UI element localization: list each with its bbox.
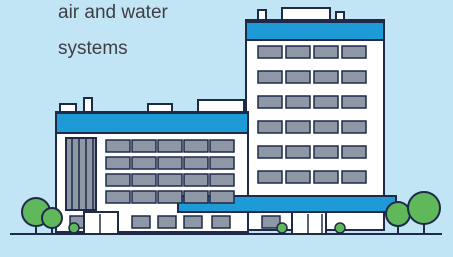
window [210,140,234,152]
window [314,46,338,58]
page: air and water systems [0,0,453,257]
tree [386,202,410,226]
window [212,216,230,228]
window [286,146,310,158]
window [258,46,282,58]
window [342,71,366,83]
window [258,96,282,108]
window [158,140,182,152]
window [314,96,338,108]
roof-unit [148,104,172,112]
window [158,216,176,228]
shrub [277,223,287,233]
window [210,174,234,186]
antenna [258,10,266,20]
window [132,157,156,169]
shrub [335,223,345,233]
window [158,174,182,186]
window [158,191,182,203]
window [286,46,310,58]
door [292,212,326,234]
window [258,171,282,183]
tree [408,192,440,224]
window [286,171,310,183]
window [286,121,310,133]
window [158,157,182,169]
window [314,146,338,158]
building-illustration [0,0,453,257]
window [132,216,150,228]
window [258,146,282,158]
window [106,191,130,203]
window [342,46,366,58]
window [342,171,366,183]
window [184,157,208,169]
window [210,191,234,203]
door [84,212,118,234]
window [286,71,310,83]
roof-unit [198,100,244,112]
window [184,216,202,228]
roof-unit [282,8,330,20]
window [342,121,366,133]
shrub [69,223,79,233]
window [184,191,208,203]
window [314,71,338,83]
window [258,71,282,83]
roof-vent [60,104,76,112]
window [342,146,366,158]
window [210,157,234,169]
window [314,171,338,183]
window [132,191,156,203]
window [258,121,282,133]
antenna [84,98,92,112]
window [132,140,156,152]
window [286,96,310,108]
antenna [336,12,344,20]
window [184,140,208,152]
window [314,121,338,133]
window [184,174,208,186]
low-band [56,113,248,133]
window [106,157,130,169]
window [342,96,366,108]
window [106,140,130,152]
tower-band [246,22,384,40]
window [132,174,156,186]
window [106,174,130,186]
stair-block [66,138,96,210]
tree [42,208,62,228]
